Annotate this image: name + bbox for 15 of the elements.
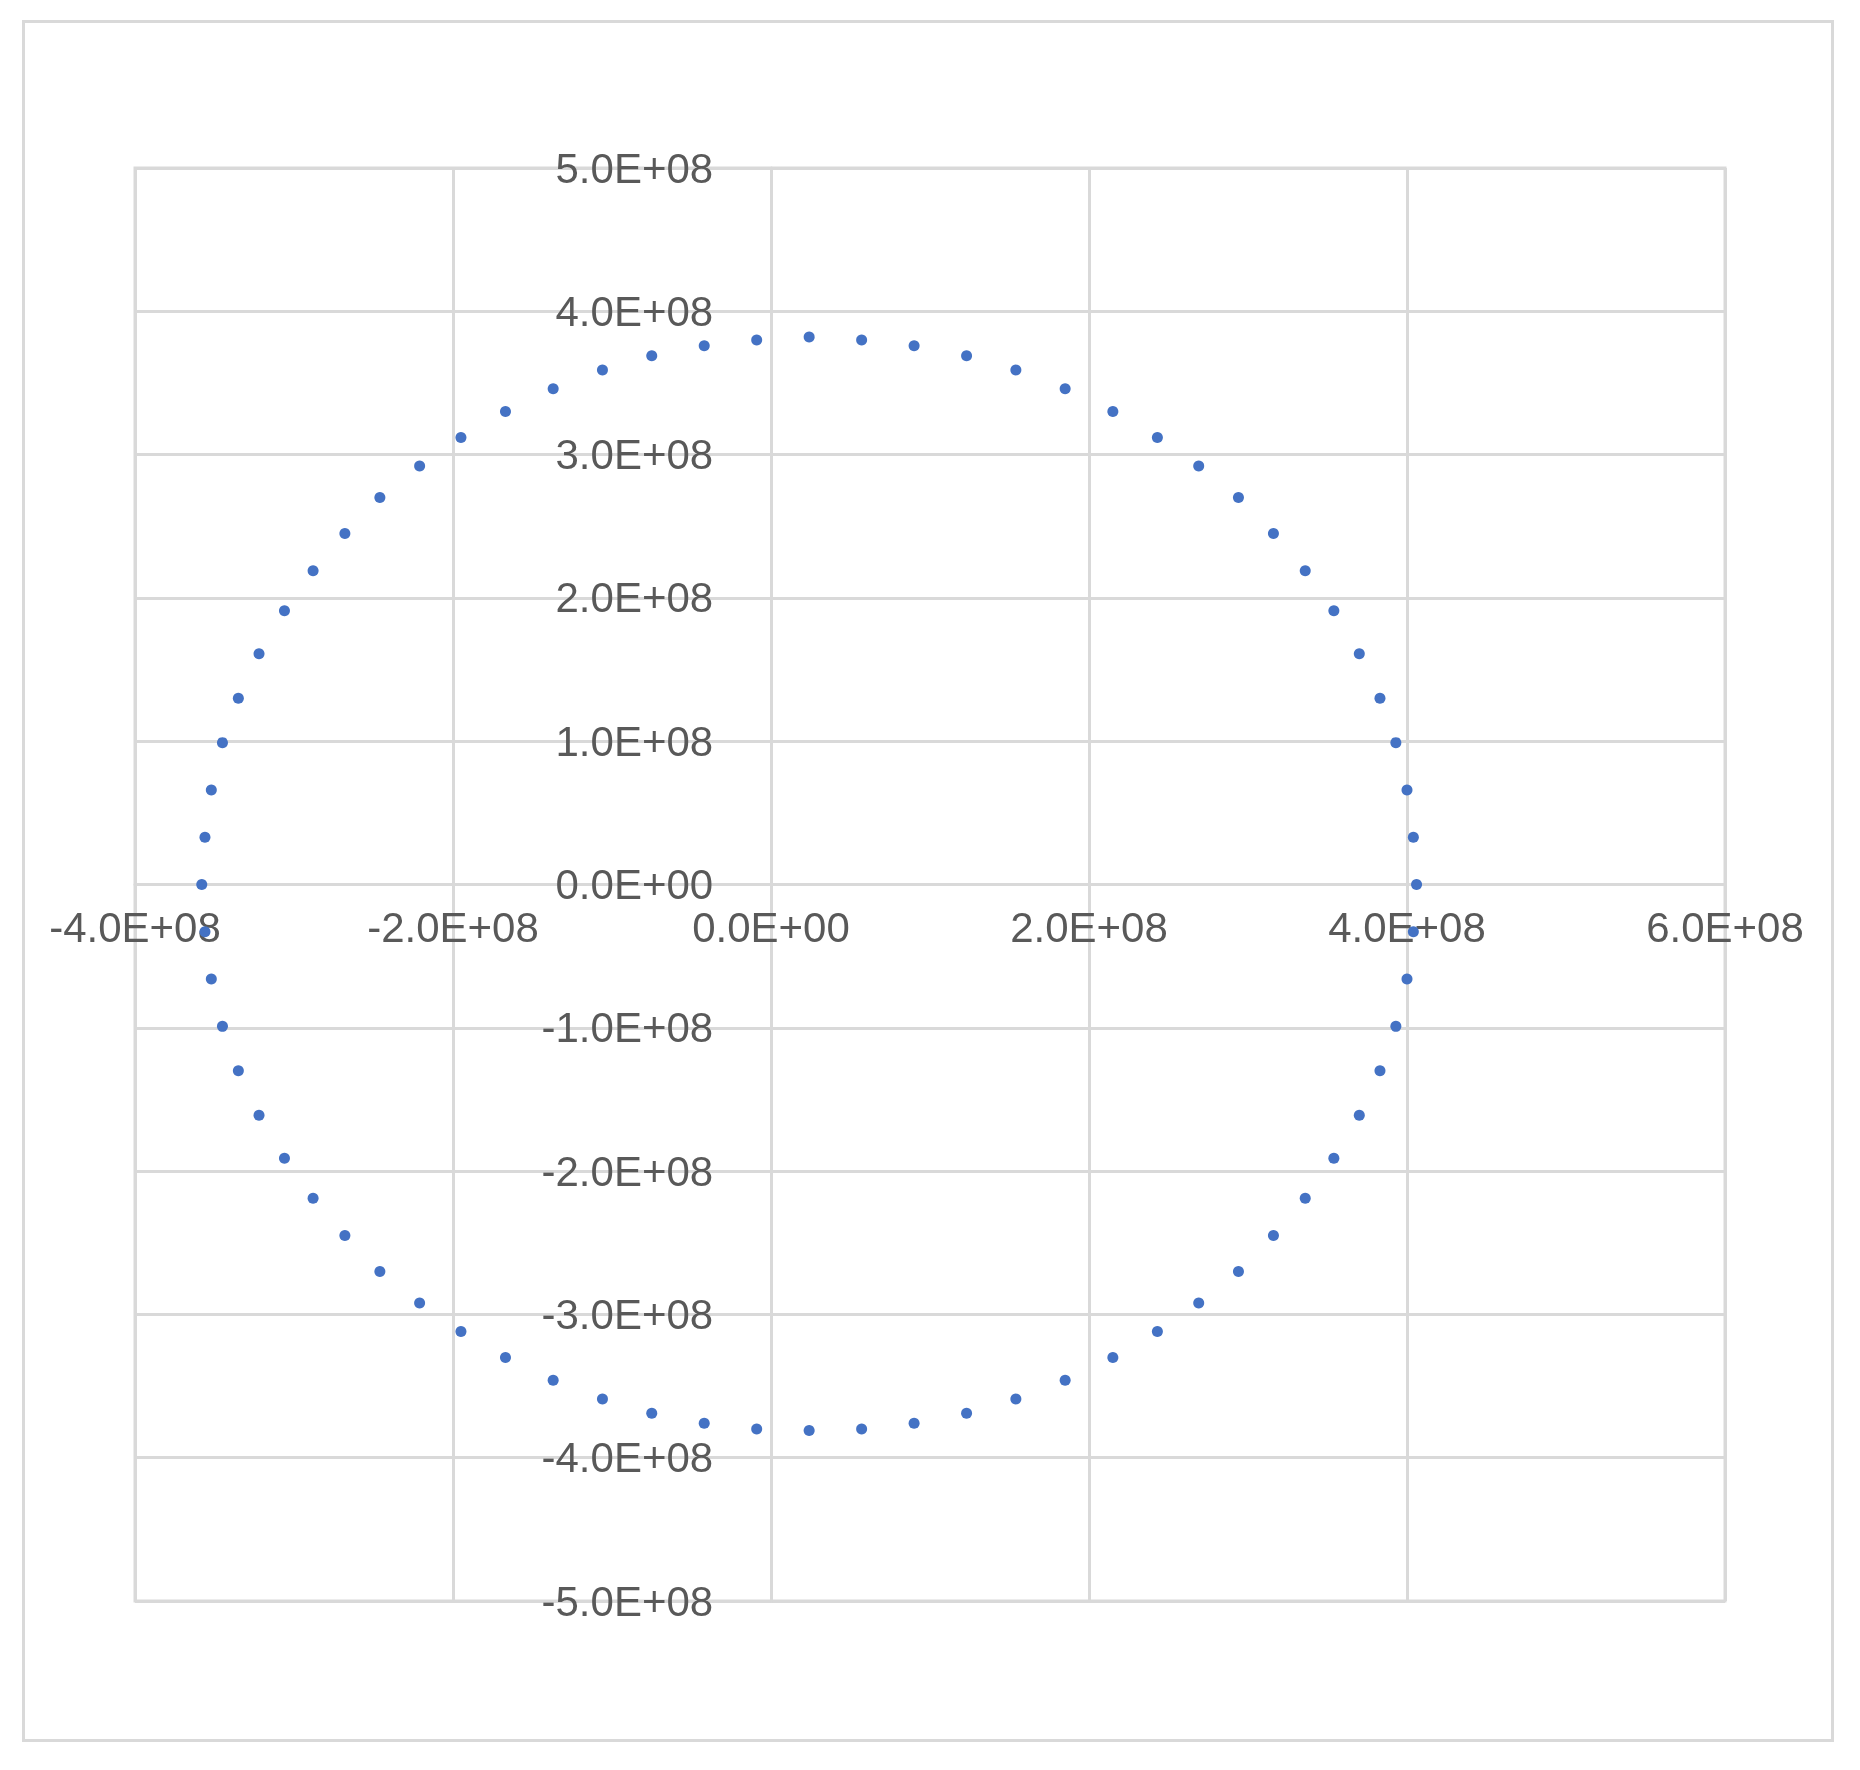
- y-tick-label: 3.0E+08: [555, 431, 714, 479]
- y-tick-label: -5.0E+08: [541, 1577, 714, 1625]
- y-tick-label: -1.0E+08: [541, 1004, 714, 1052]
- x-tick-label: -4.0E+08: [49, 904, 221, 951]
- x-tick-label: 6.0E+08: [1646, 904, 1804, 951]
- y-tick-label: 1.0E+08: [555, 717, 714, 765]
- y-tick-label: -4.0E+08: [541, 1434, 714, 1482]
- y-tick-label: 5.0E+08: [555, 144, 714, 192]
- y-tick-label: 2.0E+08: [555, 574, 714, 622]
- x-tick-label: 4.0E+08: [1328, 904, 1486, 951]
- y-tick-label: -3.0E+08: [541, 1290, 714, 1338]
- x-tick-label: 2.0E+08: [1010, 904, 1168, 951]
- y-tick-label: 4.0E+08: [555, 287, 714, 335]
- x-tick-label: -2.0E+08: [367, 904, 539, 951]
- y-tick-label: -2.0E+08: [541, 1147, 714, 1195]
